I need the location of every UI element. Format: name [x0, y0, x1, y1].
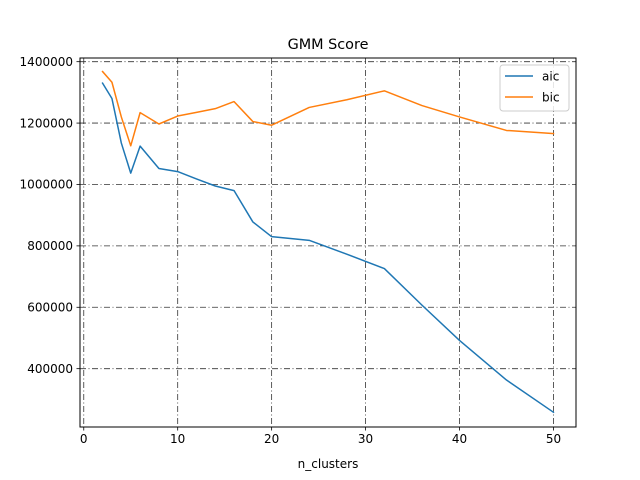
y-tick-label: 1200000 [20, 116, 73, 130]
x-tick-label: 0 [80, 432, 88, 446]
x-tick-label: 20 [264, 432, 279, 446]
x-tick-label: 50 [546, 432, 561, 446]
series-line-aic [101, 82, 555, 414]
y-axis-ticks: 400000 600000 800000 1000000 1200000 1400000 [20, 55, 80, 376]
chart-title: GMM Score [288, 37, 369, 53]
y-tick-label: 800000 [27, 239, 73, 253]
plot-series [101, 70, 555, 414]
x-axis-label: n_clusters [298, 457, 359, 471]
legend-label-aic: aic [542, 69, 559, 83]
series-line-bic [101, 70, 555, 147]
legend: aic bic [499, 64, 570, 112]
y-tick-label: 600000 [27, 300, 73, 314]
y-tick-label: 400000 [27, 362, 73, 376]
y-tick-label: 1400000 [20, 55, 73, 69]
y-tick-label: 1000000 [20, 178, 73, 192]
x-axis-ticks: 0 10 20 30 40 50 [80, 427, 561, 446]
x-tick-label: 30 [358, 432, 373, 446]
grid [80, 58, 576, 427]
plot-frame [79, 57, 577, 428]
legend-label-bic: bic [542, 90, 560, 104]
x-tick-label: 40 [452, 432, 467, 446]
x-tick-label: 10 [170, 432, 185, 446]
